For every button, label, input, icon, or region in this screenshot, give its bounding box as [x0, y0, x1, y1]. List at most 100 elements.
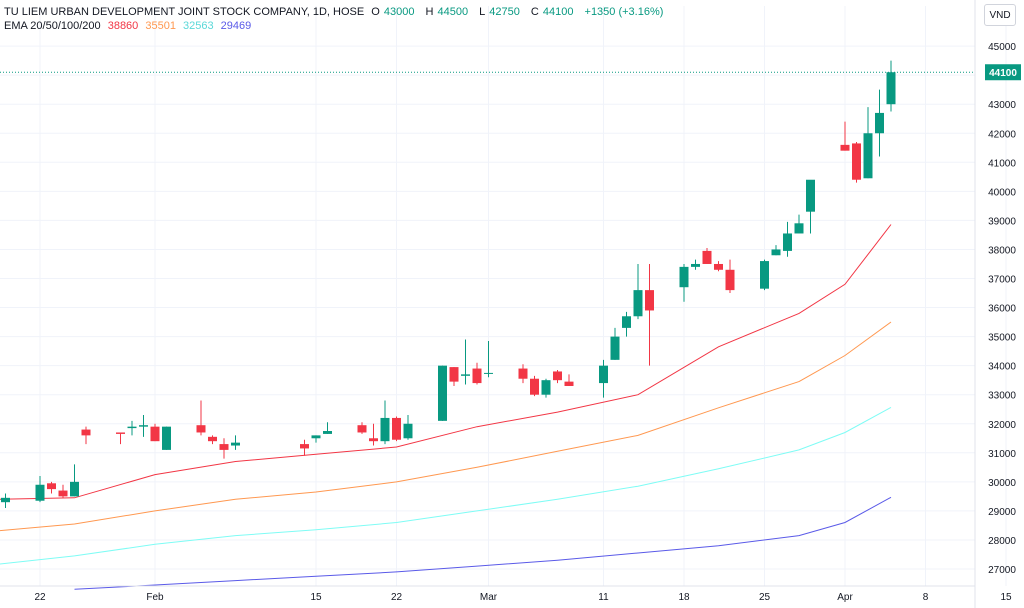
candle: [139, 415, 148, 437]
ema-200-value: 29469: [220, 20, 252, 32]
x-tick-label: 22: [391, 592, 403, 603]
y-tick-label: 30000: [988, 478, 1016, 489]
x-tick-label: Mar: [480, 592, 498, 603]
candle: [323, 422, 332, 434]
candle-body: [311, 435, 321, 439]
candle-body: [691, 263, 700, 267]
ohlc-open: O 43000: [371, 6, 415, 18]
candle: [392, 416, 401, 442]
symbol-title: TU LIEM URBAN DEVELOPMENT JOINT STOCK CO…: [4, 6, 365, 18]
candle-body: [633, 290, 643, 317]
candle-body: [461, 374, 470, 376]
candle: [81, 426, 91, 445]
candle-body: [806, 179, 815, 212]
candle-body: [564, 381, 574, 386]
candle: [725, 259, 735, 294]
candle: [771, 245, 781, 256]
candle: [541, 378, 551, 398]
candle-body: [599, 365, 608, 384]
candle: [438, 365, 447, 421]
candles: [1, 60, 896, 508]
candle: [530, 375, 539, 397]
y-tick-label: 42000: [988, 129, 1016, 140]
y-tick-label: 45000: [988, 42, 1016, 53]
candle: [783, 221, 792, 257]
candle: [116, 432, 125, 445]
candle-body: [530, 378, 539, 395]
candle-body: [449, 367, 459, 382]
candle: [1, 493, 10, 508]
candle-body: [484, 372, 493, 374]
x-tick-label: Feb: [146, 592, 164, 603]
candle: [35, 476, 45, 503]
ema-100-value: 32563: [183, 20, 214, 32]
symbol-header: TU LIEM URBAN DEVELOPMENT JOINT STOCK CO…: [4, 6, 667, 18]
currency-button[interactable]: VND: [984, 4, 1016, 26]
candle-body: [886, 72, 896, 105]
candle: [599, 359, 608, 398]
candle-body: [403, 423, 413, 439]
y-tick-label: 38000: [988, 245, 1016, 256]
ema-line-20: [0, 224, 892, 500]
candle: [162, 426, 171, 450]
candle: [760, 259, 769, 291]
candle: [196, 400, 206, 436]
y-tick-label: 39000: [988, 216, 1016, 227]
ohlc-low: L 42750: [479, 6, 520, 18]
candle-body: [714, 263, 723, 270]
ohlc-high: H 44500: [425, 6, 469, 18]
candle: [622, 311, 631, 337]
candle: [863, 107, 873, 179]
candle: [369, 423, 378, 446]
candle-body: [219, 444, 229, 450]
candle-body: [208, 436, 217, 442]
grid: [0, 6, 1007, 586]
y-axis: 27000 28000 29000 30000 31000 32000 33000 34000…: [974, 0, 1021, 608]
candle-body: [392, 417, 401, 440]
candle-body: [58, 490, 68, 497]
candle: [311, 435, 321, 443]
candle: [380, 400, 390, 445]
candle: [679, 263, 689, 302]
x-axis: 22Feb1522Mar111825Apr81523May13: [0, 585, 1012, 603]
candle-body: [1, 497, 10, 503]
candle: [610, 327, 620, 360]
candle-body: [357, 425, 367, 433]
x-tick-label: 15: [310, 592, 322, 603]
y-tick-label: 37000: [988, 275, 1016, 286]
candle-body: [852, 143, 861, 180]
price-change: +1350 (+3.16%): [584, 6, 664, 18]
ema-line-50: [0, 321, 892, 532]
y-tick-label: 40000: [988, 187, 1016, 198]
candle-body: [47, 483, 56, 490]
candle: [208, 435, 217, 445]
candle: [518, 364, 528, 384]
candle-body: [70, 481, 79, 497]
candle-body: [622, 316, 631, 328]
candle: [852, 141, 861, 183]
candle-body: [81, 429, 91, 436]
y-tick-label: 35000: [988, 333, 1016, 344]
candle-body: [300, 444, 309, 449]
y-tick-label: 43000: [988, 100, 1016, 111]
y-tick-label: 34000: [988, 362, 1016, 373]
ema-legend[interactable]: EMA 20/50/100/200 38860 35501 32563 2946…: [4, 20, 255, 32]
candle-body: [875, 112, 884, 134]
candle-body: [794, 223, 804, 234]
candle: [449, 367, 459, 386]
candle-body: [725, 269, 735, 291]
candle: [886, 60, 896, 112]
candle-body: [840, 144, 850, 151]
candle: [564, 374, 574, 386]
y-tick-label: 32000: [988, 420, 1016, 431]
ohlc-close: C 44100: [530, 6, 574, 18]
y-tick-label: 31000: [988, 449, 1016, 460]
candle: [691, 259, 700, 270]
candle: [150, 423, 160, 442]
candle: [403, 415, 413, 440]
candle: [219, 438, 229, 459]
x-tick-label: 25: [759, 592, 771, 603]
candle-body: [771, 249, 781, 256]
candle-body: [150, 426, 160, 442]
